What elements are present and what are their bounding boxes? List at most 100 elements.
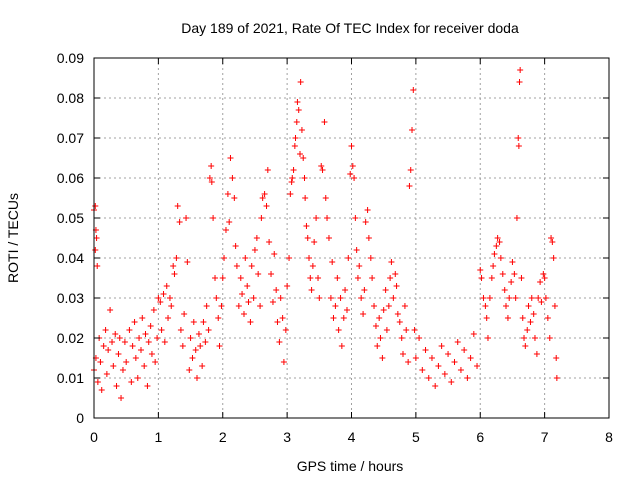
- data-point: [157, 299, 164, 305]
- data-point: [511, 271, 518, 277]
- data-point: [365, 235, 372, 241]
- data-point: [205, 327, 212, 333]
- data-point: [394, 311, 401, 317]
- data-point: [400, 351, 406, 357]
- data-point: [194, 375, 200, 381]
- data-point: [307, 275, 314, 281]
- data-point: [494, 235, 501, 241]
- y-tick-label: 0.03: [57, 290, 84, 306]
- data-point: [232, 243, 239, 249]
- data-point: [110, 363, 117, 369]
- data-point: [155, 295, 162, 301]
- data-point: [197, 343, 204, 349]
- y-tick-label: 0.05: [57, 210, 84, 226]
- data-point: [263, 203, 270, 209]
- data-point: [166, 295, 173, 301]
- data-point: [168, 303, 175, 309]
- data-point: [94, 263, 101, 269]
- data-point: [524, 327, 531, 333]
- data-point: [253, 235, 260, 241]
- data-point: [171, 271, 178, 277]
- data-point: [158, 327, 165, 333]
- data-point: [98, 387, 105, 393]
- data-point: [152, 359, 159, 365]
- data-point: [284, 283, 291, 289]
- data-point: [274, 319, 281, 325]
- data-point: [137, 347, 144, 353]
- data-point: [294, 99, 301, 105]
- data-point: [297, 79, 304, 85]
- data-point: [506, 295, 513, 301]
- data-point: [354, 275, 361, 281]
- data-point: [493, 243, 500, 249]
- data-point: [247, 319, 254, 325]
- data-point: [215, 315, 222, 321]
- data-point: [544, 315, 551, 321]
- data-point: [491, 251, 498, 257]
- data-point: [527, 319, 534, 325]
- data-point: [177, 327, 184, 333]
- data-point: [119, 367, 126, 373]
- data-point: [330, 315, 337, 321]
- data-point: [519, 315, 526, 321]
- data-point: [315, 275, 322, 281]
- data-point: [509, 259, 516, 265]
- data-point: [425, 375, 432, 381]
- y-axis-title: ROTI / TECUs: [5, 193, 21, 283]
- data-point: [103, 371, 110, 377]
- data-point: [392, 271, 399, 277]
- data-point: [251, 247, 258, 253]
- y-tick-label: 0.07: [57, 130, 84, 146]
- data-point: [144, 383, 151, 389]
- data-point: [405, 359, 412, 365]
- data-point: [121, 339, 128, 345]
- data-point: [508, 279, 515, 285]
- data-point: [407, 167, 414, 173]
- data-point: [282, 327, 289, 333]
- x-tick-label: 2: [219, 429, 227, 445]
- data-point: [419, 367, 426, 373]
- data-point: [325, 235, 332, 241]
- data-point: [291, 143, 298, 149]
- data-point: [202, 339, 209, 345]
- data-point: [221, 255, 228, 261]
- data-point: [410, 87, 417, 93]
- data-point: [148, 351, 155, 357]
- data-point: [497, 255, 504, 261]
- data-point: [295, 107, 302, 113]
- data-point: [224, 191, 231, 197]
- data-point: [411, 327, 418, 333]
- data-point: [174, 203, 181, 209]
- data-point: [448, 379, 455, 385]
- x-tick-label: 0: [90, 429, 98, 445]
- data-point: [501, 287, 508, 293]
- data-point: [115, 351, 122, 357]
- data-point: [170, 263, 177, 269]
- data-point: [542, 295, 549, 301]
- data-point: [432, 383, 439, 389]
- data-point: [179, 343, 186, 349]
- data-point: [464, 375, 471, 381]
- data-point: [255, 271, 262, 277]
- y-tick-label: 0: [76, 410, 84, 426]
- data-point: [150, 307, 157, 313]
- data-point: [376, 315, 383, 321]
- data-point: [549, 239, 556, 245]
- data-point: [269, 299, 276, 305]
- y-tick-label: 0.09: [57, 50, 84, 66]
- data-point: [123, 359, 130, 365]
- data-point: [343, 307, 350, 313]
- data-point: [139, 315, 146, 321]
- data-point: [183, 215, 190, 221]
- data-point: [356, 263, 363, 269]
- data-point: [195, 331, 202, 337]
- data-point: [208, 179, 215, 185]
- data-point: [335, 327, 342, 333]
- data-point: [290, 167, 297, 173]
- data-point: [499, 271, 506, 277]
- data-point: [316, 295, 323, 301]
- data-point: [237, 275, 244, 281]
- data-point: [441, 371, 448, 377]
- data-point: [528, 295, 535, 301]
- data-point: [288, 179, 295, 185]
